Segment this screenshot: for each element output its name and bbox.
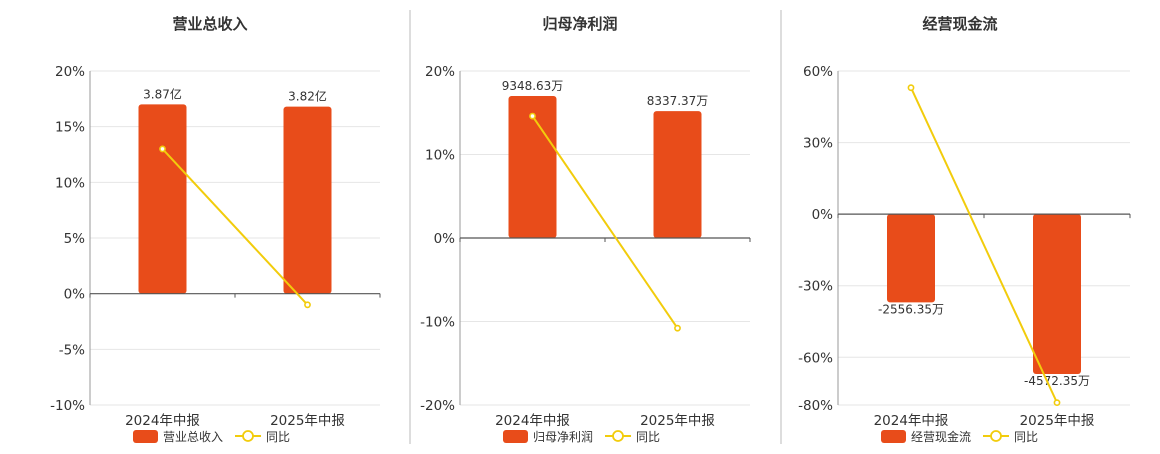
y-tick-label: 60%: [803, 64, 833, 80]
bar-value-label: 3.87亿: [143, 86, 182, 101]
bar-value-label: -4572.35万: [1024, 374, 1090, 388]
y-tick-label: 5%: [64, 231, 86, 247]
chart-title: 营业总收入: [172, 15, 247, 33]
legend-line-label: 同比: [266, 430, 290, 444]
x-tick-label: 2025年中报: [270, 413, 345, 429]
yoy-line: [161, 148, 309, 306]
y-tick-label: 30%: [803, 136, 833, 152]
y-tick-label: 15%: [55, 120, 85, 136]
bar-value-label: 3.82亿: [288, 89, 327, 104]
legend-bar-label: 归母净利润: [533, 430, 593, 444]
legend-line-label: 同比: [1014, 430, 1038, 444]
chart-title: 经营现金流: [922, 15, 997, 33]
y-tick-label: 20%: [55, 64, 85, 80]
y-tick-label: -10%: [420, 315, 455, 331]
legend-bar-swatch: [881, 430, 906, 443]
y-tick-label: 0%: [434, 231, 456, 247]
legend-bar-swatch: [133, 430, 158, 443]
bar: [283, 106, 332, 294]
y-tick-label: -20%: [420, 398, 455, 414]
y-tick-label: -10%: [50, 398, 85, 414]
x-tick-label: 2025年中报: [1020, 413, 1095, 429]
yoy-point: [159, 145, 166, 153]
bar-value-label: -2556.35万: [878, 302, 944, 316]
y-tick-label: -80%: [798, 398, 833, 414]
x-tick-label: 2025年中报: [640, 413, 715, 429]
x-tick-label: 2024年中报: [125, 413, 200, 429]
yoy-point: [304, 301, 311, 309]
y-tick-label: 0%: [64, 287, 86, 303]
yoy-point: [907, 84, 915, 92]
legend-line-marker: [612, 430, 624, 442]
y-tick-label: -30%: [798, 279, 833, 295]
bar: [138, 104, 187, 294]
yoy-point: [1053, 399, 1061, 407]
bar-value-label: 8337.37万: [647, 94, 709, 108]
yoy-line: [910, 87, 1058, 404]
y-tick-label: 10%: [425, 148, 455, 164]
x-tick-label: 2024年中报: [495, 413, 570, 429]
y-tick-label: 20%: [425, 64, 455, 80]
yoy-line: [531, 115, 679, 329]
legend-bar-label: 经营现金流: [911, 429, 971, 444]
yoy-point: [529, 112, 536, 120]
bar-value-label: 9348.63万: [502, 79, 564, 93]
legend-bar-swatch: [503, 430, 528, 443]
legend-line-marker: [990, 430, 1002, 442]
chart-title: 归母净利润: [542, 15, 617, 33]
y-tick-label: 10%: [55, 175, 85, 191]
y-tick-label: -60%: [798, 350, 833, 366]
x-tick-label: 2024年中报: [874, 413, 949, 429]
yoy-point: [674, 324, 681, 332]
y-tick-label: 0%: [812, 207, 834, 223]
legend-line-marker: [242, 430, 254, 442]
bar: [653, 111, 702, 238]
y-tick-label: -5%: [59, 342, 85, 358]
legend-bar-label: 营业总收入: [163, 430, 223, 444]
bar: [1033, 214, 1081, 374]
bar: [508, 96, 557, 238]
bar: [887, 214, 935, 303]
legend-line-label: 同比: [636, 430, 660, 444]
